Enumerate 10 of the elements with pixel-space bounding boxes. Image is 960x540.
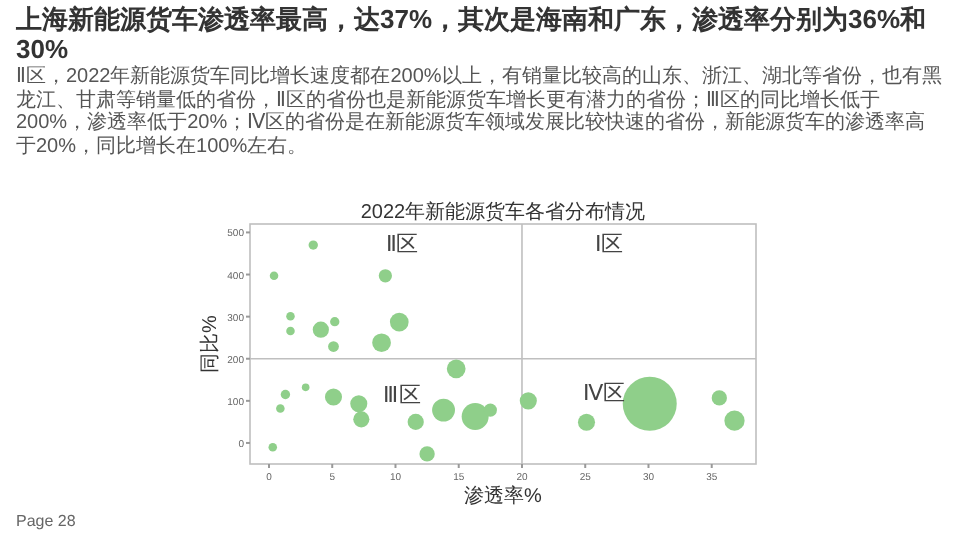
annotation: Ⅳ区 [583, 382, 626, 406]
annotation: Ⅲ区 [382, 384, 421, 409]
text: Page 28 [16, 512, 76, 530]
annotation: Ⅰ区 [595, 233, 624, 258]
text: Ⅱ区，2022年新能源货车同比增长速度都在200%以上，有销量比较高的山东、浙江、湖北等省份，也有黑龙江、甘肃等销量低的省份，Ⅱ区的省份也是新能源货车增长更有潜力的省份；Ⅲ区的同比增长低于200%，渗透率低于20%；Ⅳ区的省份是在新能源货车领域发展比较快速的省份，新能源货车的渗透率高于20%，同比增长在100%左右。 [16, 66, 944, 158]
x-axis-title: 渗透率% [464, 484, 543, 508]
chart-title: 2022年新能源货车各省分布情况 [360, 200, 646, 224]
annotation: Ⅱ区 [385, 233, 418, 258]
y-axis-title: 同比% [198, 314, 222, 373]
text: 上海新能源货车渗透率最高，达37%，其次是海南和广东，渗透率分别为36%和30% [16, 4, 929, 64]
